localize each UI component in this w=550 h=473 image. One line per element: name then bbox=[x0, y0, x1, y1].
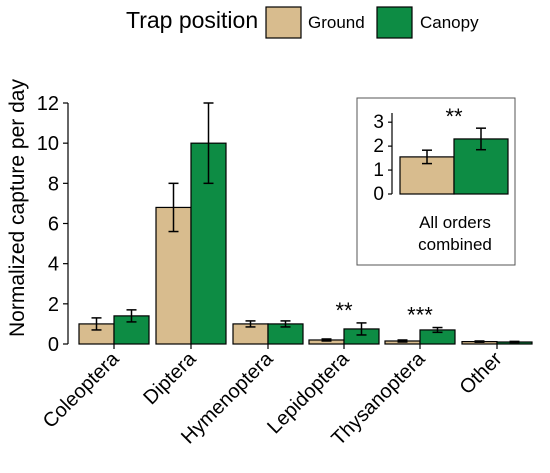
y-axis-label: Normalized capture per day bbox=[6, 79, 29, 337]
x-tick-label-other: Other bbox=[456, 348, 507, 399]
main-significance: ** *** bbox=[335, 298, 433, 328]
inset-label-line-2: combined bbox=[418, 235, 492, 254]
y-tick-label-2: 2 bbox=[48, 294, 59, 316]
error-bar-other-canopy bbox=[509, 340, 520, 344]
inset-y-tick-label-3: 3 bbox=[373, 112, 384, 133]
y-tick-label-4: 4 bbox=[48, 254, 59, 276]
error-bar-thysanoptera-ground bbox=[397, 339, 408, 343]
error-bar-thysanoptera-canopy bbox=[432, 326, 443, 334]
error-bar-other-ground bbox=[474, 340, 485, 343]
x-tick-label-coleoptera: Coleoptera bbox=[39, 347, 124, 432]
error-bar-hymenoptera-ground bbox=[245, 320, 256, 328]
legend: Trap position Ground Canopy bbox=[126, 6, 479, 39]
inset-error-bar-ground bbox=[422, 149, 432, 165]
error-bar-coleoptera-canopy bbox=[126, 309, 137, 323]
significance-thysanoptera: *** bbox=[407, 303, 433, 328]
inset-y-tick-label-1: 1 bbox=[373, 160, 384, 181]
legend-label-canopy: Canopy bbox=[420, 13, 479, 32]
significance-lepidoptera: ** bbox=[335, 298, 353, 323]
error-bar-diptera-ground bbox=[168, 182, 179, 233]
inset-significance: ** bbox=[445, 104, 463, 129]
inset-chart: 0 1 2 3 ** All orders combined bbox=[356, 97, 516, 266]
y-tick-label-6: 6 bbox=[48, 214, 59, 236]
inset-y-tick-label-0: 0 bbox=[373, 184, 384, 205]
error-bar-lepidoptera-canopy bbox=[356, 322, 367, 336]
main-error-bars bbox=[91, 102, 520, 344]
y-tick-label-8: 8 bbox=[48, 173, 59, 195]
y-tick-label-10: 10 bbox=[37, 133, 59, 155]
error-bar-diptera-canopy bbox=[203, 102, 214, 185]
error-bar-coleoptera-ground bbox=[91, 317, 102, 331]
legend-swatch-canopy bbox=[376, 6, 413, 39]
inset-label-line-1: All orders bbox=[419, 213, 491, 232]
inset-y-tick-label-2: 2 bbox=[373, 136, 384, 157]
y-tick-label-0: 0 bbox=[48, 334, 59, 356]
y-tick-label-12: 12 bbox=[37, 93, 59, 115]
x-tick-label-diptera: Diptera bbox=[139, 347, 201, 409]
inset-error-bar-canopy bbox=[476, 127, 486, 151]
legend-swatch-ground bbox=[265, 6, 302, 39]
inset-error-bars bbox=[422, 127, 486, 165]
main-y-axis: 0 2 4 6 8 10 12 bbox=[37, 93, 69, 356]
inset-y-axis: 0 1 2 3 bbox=[373, 112, 393, 205]
legend-label-ground: Ground bbox=[308, 13, 365, 32]
error-bar-hymenoptera-canopy bbox=[280, 320, 291, 328]
main-x-ticks: Coleoptera DipteraHymenopteraLepidopteraT… bbox=[39, 344, 507, 450]
legend-title: Trap position bbox=[126, 7, 258, 33]
error-bar-lepidoptera-ground bbox=[321, 338, 332, 342]
